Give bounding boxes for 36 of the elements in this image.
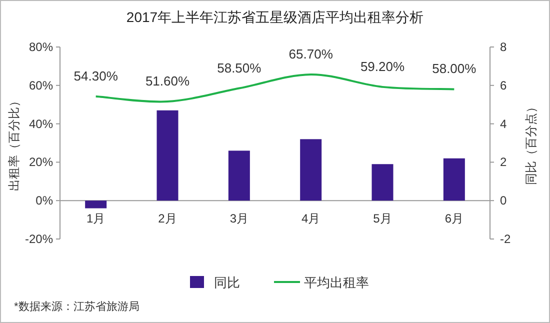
- y-axis-title: 出租率（百分比）: [7, 95, 21, 191]
- y-tick-label: 20%: [28, 155, 54, 170]
- data-label: 59.20%: [360, 58, 405, 74]
- bar: [228, 150, 250, 201]
- y2-tick-label: 4: [500, 116, 507, 131]
- y2-tick-label: 2: [500, 155, 507, 170]
- legend-label: 同比: [214, 275, 240, 290]
- y2-tick-label: 6: [500, 78, 507, 92]
- y-tick-label: 80%: [28, 40, 54, 54]
- x-tick-label: 2月: [158, 212, 177, 226]
- bar: [372, 164, 394, 201]
- legend-label: 平均出租率: [304, 275, 369, 290]
- y2-tick-label: 0: [500, 194, 507, 208]
- bar: [156, 110, 178, 201]
- y-tick-label: 0%: [36, 194, 54, 208]
- y-tick-label: -20%: [24, 232, 54, 246]
- data-label: 51.60%: [145, 74, 190, 89]
- bar: [443, 158, 465, 201]
- x-tick-label: 6月: [444, 212, 464, 226]
- y2-axis-title: 同比（百分点）: [524, 101, 538, 185]
- text: *数据来源：江苏省旅游局: [14, 300, 140, 313]
- data-label: 58.50%: [217, 60, 262, 76]
- bar: [300, 139, 322, 201]
- data-label: 54.30%: [74, 68, 118, 84]
- chart-title: 2017年上半年江苏省五星级酒店平均出租率分析: [126, 9, 424, 25]
- x-tick-label: 3月: [230, 212, 249, 226]
- y2-tick-label: 8: [500, 40, 507, 54]
- x-tick-label: 5月: [373, 212, 392, 226]
- x-tick-label: 4月: [301, 212, 320, 226]
- x-tick-label: 1月: [86, 212, 106, 226]
- data-label: 65.70%: [288, 46, 334, 62]
- y-tick-label: 40%: [28, 116, 54, 131]
- y2-tick-label: -2: [500, 232, 511, 246]
- bar: [85, 200, 107, 208]
- y-tick-label: 60%: [28, 78, 54, 92]
- data-label: 58.00%: [432, 61, 477, 76]
